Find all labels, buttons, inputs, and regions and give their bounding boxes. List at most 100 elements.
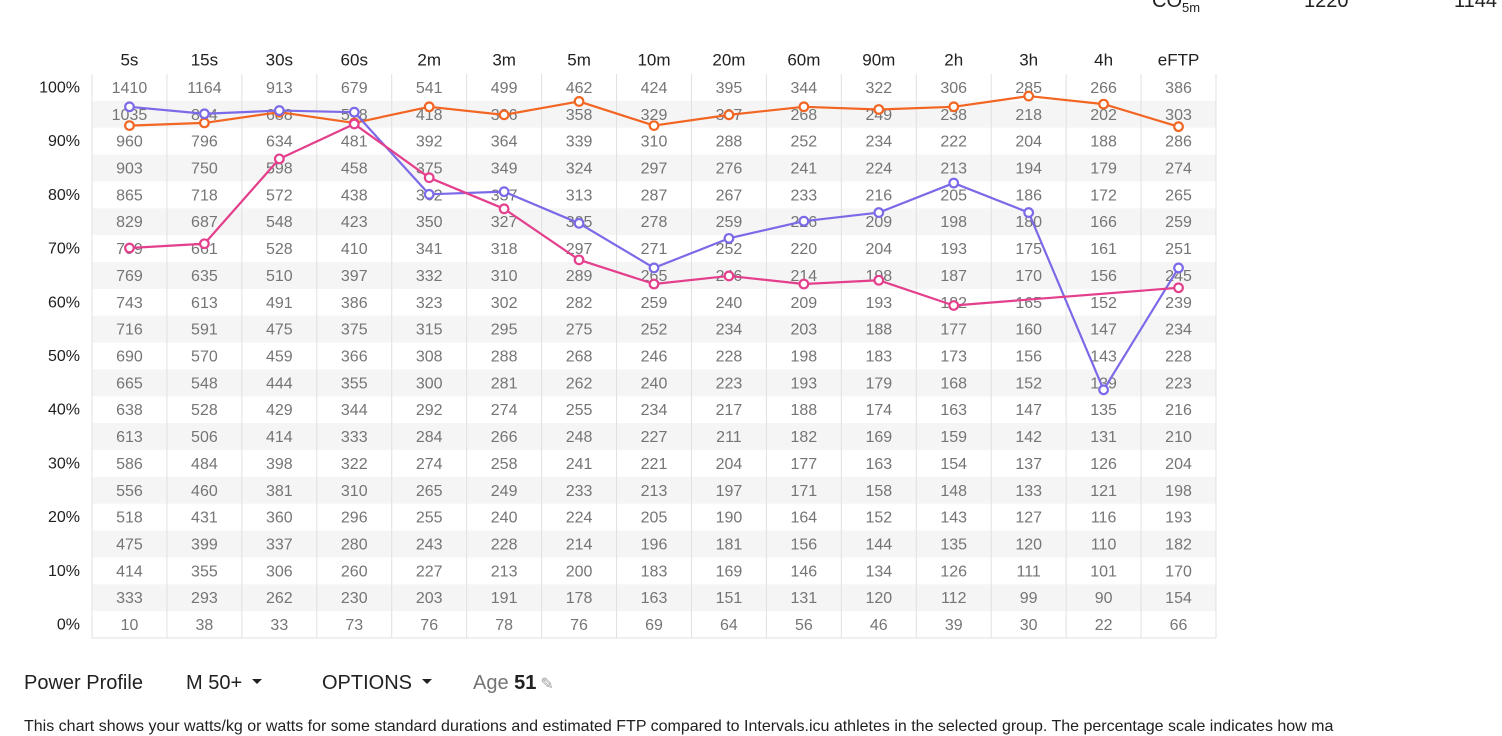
duration-header: 2m bbox=[417, 51, 441, 70]
table-cell: 183 bbox=[865, 349, 892, 366]
table-cell: 303 bbox=[1165, 107, 1192, 124]
table-cell: 302 bbox=[491, 295, 518, 312]
table-cell: 262 bbox=[566, 375, 593, 392]
table-cell: 203 bbox=[791, 322, 818, 339]
duration-header: 10m bbox=[637, 51, 670, 70]
table-cell: 193 bbox=[940, 241, 967, 258]
table-cell: 224 bbox=[865, 161, 892, 178]
series-point-pink bbox=[1173, 282, 1184, 294]
table-cell: 234 bbox=[1165, 322, 1192, 339]
table-cell: 193 bbox=[791, 375, 818, 392]
table-cell: 116 bbox=[1091, 510, 1117, 527]
y-tick-label: 100% bbox=[39, 80, 80, 97]
age-edit[interactable]: Age 51 ✎ bbox=[473, 672, 554, 695]
table-cell: 196 bbox=[641, 537, 668, 554]
table-cell: 287 bbox=[641, 187, 668, 204]
table-cell: 197 bbox=[716, 483, 743, 500]
table-cell: 322 bbox=[865, 80, 892, 97]
table-cell: 395 bbox=[716, 80, 743, 97]
table-cell: 570 bbox=[191, 349, 218, 366]
y-tick-label: 20% bbox=[48, 509, 80, 526]
table-cell: 156 bbox=[1015, 349, 1042, 366]
duration-header: 20m bbox=[712, 51, 745, 70]
table-cell: 144 bbox=[865, 537, 892, 554]
table-cell: 274 bbox=[416, 456, 443, 473]
table-cell: 175 bbox=[1015, 241, 1042, 258]
group-select[interactable]: M 50+ bbox=[186, 672, 263, 695]
table-cell: 181 bbox=[716, 537, 743, 554]
table-cell: 166 bbox=[1090, 214, 1117, 231]
table-cell: 73 bbox=[345, 617, 363, 634]
table-cell: 315 bbox=[416, 322, 443, 339]
table-cell: 182 bbox=[791, 429, 818, 446]
table-cell: 399 bbox=[191, 537, 218, 554]
series-point-purple bbox=[648, 262, 660, 274]
y-tick-label: 60% bbox=[48, 294, 80, 311]
series-point-pink bbox=[873, 274, 885, 286]
table-cell: 313 bbox=[566, 187, 593, 204]
table-cell: 156 bbox=[1090, 268, 1117, 285]
table-cell: 332 bbox=[416, 268, 443, 285]
table-cell: 418 bbox=[416, 107, 443, 124]
table-cell: 66 bbox=[1170, 617, 1188, 634]
table-cell: 234 bbox=[865, 134, 892, 151]
y-tick-label: 70% bbox=[48, 241, 80, 258]
table-cell: 661 bbox=[191, 241, 218, 258]
table-cell: 133 bbox=[1015, 483, 1042, 500]
table-cell: 69 bbox=[645, 617, 663, 634]
options-menu-button[interactable]: OPTIONS bbox=[322, 672, 433, 695]
series-point-purple bbox=[573, 217, 585, 229]
table-cell: 151 bbox=[716, 590, 743, 607]
table-cell: 173 bbox=[940, 349, 967, 366]
table-cell: 202 bbox=[1090, 107, 1117, 124]
y-tick-label: 90% bbox=[48, 133, 80, 150]
table-cell: 344 bbox=[791, 80, 818, 97]
table-cell: 148 bbox=[940, 483, 967, 500]
duration-header: 5m bbox=[567, 51, 591, 70]
table-cell: 161 bbox=[1090, 241, 1117, 258]
table-cell: 274 bbox=[491, 402, 518, 419]
table-cell: 168 bbox=[940, 375, 967, 392]
table-cell: 339 bbox=[566, 134, 593, 151]
table-cell: 101 bbox=[1090, 563, 1117, 580]
table-cell: 598 bbox=[266, 161, 293, 178]
age-label: Age bbox=[473, 672, 509, 694]
series-point-purple bbox=[1023, 207, 1035, 218]
series-point-orange bbox=[648, 120, 660, 131]
table-cell: 687 bbox=[191, 214, 218, 231]
table-cell: 288 bbox=[716, 134, 743, 151]
chart-description: This chart shows your watts/kg or watts … bbox=[24, 718, 1334, 735]
table-cell: 249 bbox=[491, 483, 518, 500]
duration-header: 4h bbox=[1094, 51, 1113, 70]
table-cell: 333 bbox=[116, 590, 143, 607]
table-cell: 135 bbox=[1090, 402, 1117, 419]
table-cell: 239 bbox=[1165, 295, 1192, 312]
series-point-purple bbox=[198, 108, 210, 120]
table-cell: 143 bbox=[1090, 349, 1117, 366]
table-cell: 135 bbox=[940, 537, 967, 554]
table-cell: 344 bbox=[341, 402, 368, 419]
table-cell: 260 bbox=[341, 563, 368, 580]
summary-value-2: 1144 bbox=[1454, 0, 1498, 12]
table-cell: 274 bbox=[1165, 161, 1192, 178]
table-cell: 240 bbox=[491, 510, 518, 527]
series-point-orange bbox=[423, 101, 435, 113]
table-cell: 99 bbox=[1020, 590, 1038, 607]
table-cell: 90 bbox=[1095, 590, 1113, 607]
table-cell: 227 bbox=[641, 429, 668, 446]
table-cell: 506 bbox=[191, 429, 218, 446]
duration-header: 60s bbox=[341, 51, 368, 70]
table-cell: 460 bbox=[191, 483, 218, 500]
summary-value-1: 1220 bbox=[1304, 0, 1349, 12]
table-cell: 172 bbox=[1090, 187, 1117, 204]
duration-header: 3m bbox=[492, 51, 516, 70]
table-cell: 126 bbox=[1090, 456, 1117, 473]
table-cell: 200 bbox=[566, 563, 593, 580]
series-point-purple bbox=[948, 177, 960, 189]
options-label: OPTIONS bbox=[322, 672, 413, 694]
table-cell: 252 bbox=[791, 134, 818, 151]
table-cell: 679 bbox=[341, 80, 368, 97]
table-cell: 327 bbox=[491, 214, 518, 231]
table-cell: 193 bbox=[865, 295, 892, 312]
table-cell: 265 bbox=[416, 483, 443, 500]
